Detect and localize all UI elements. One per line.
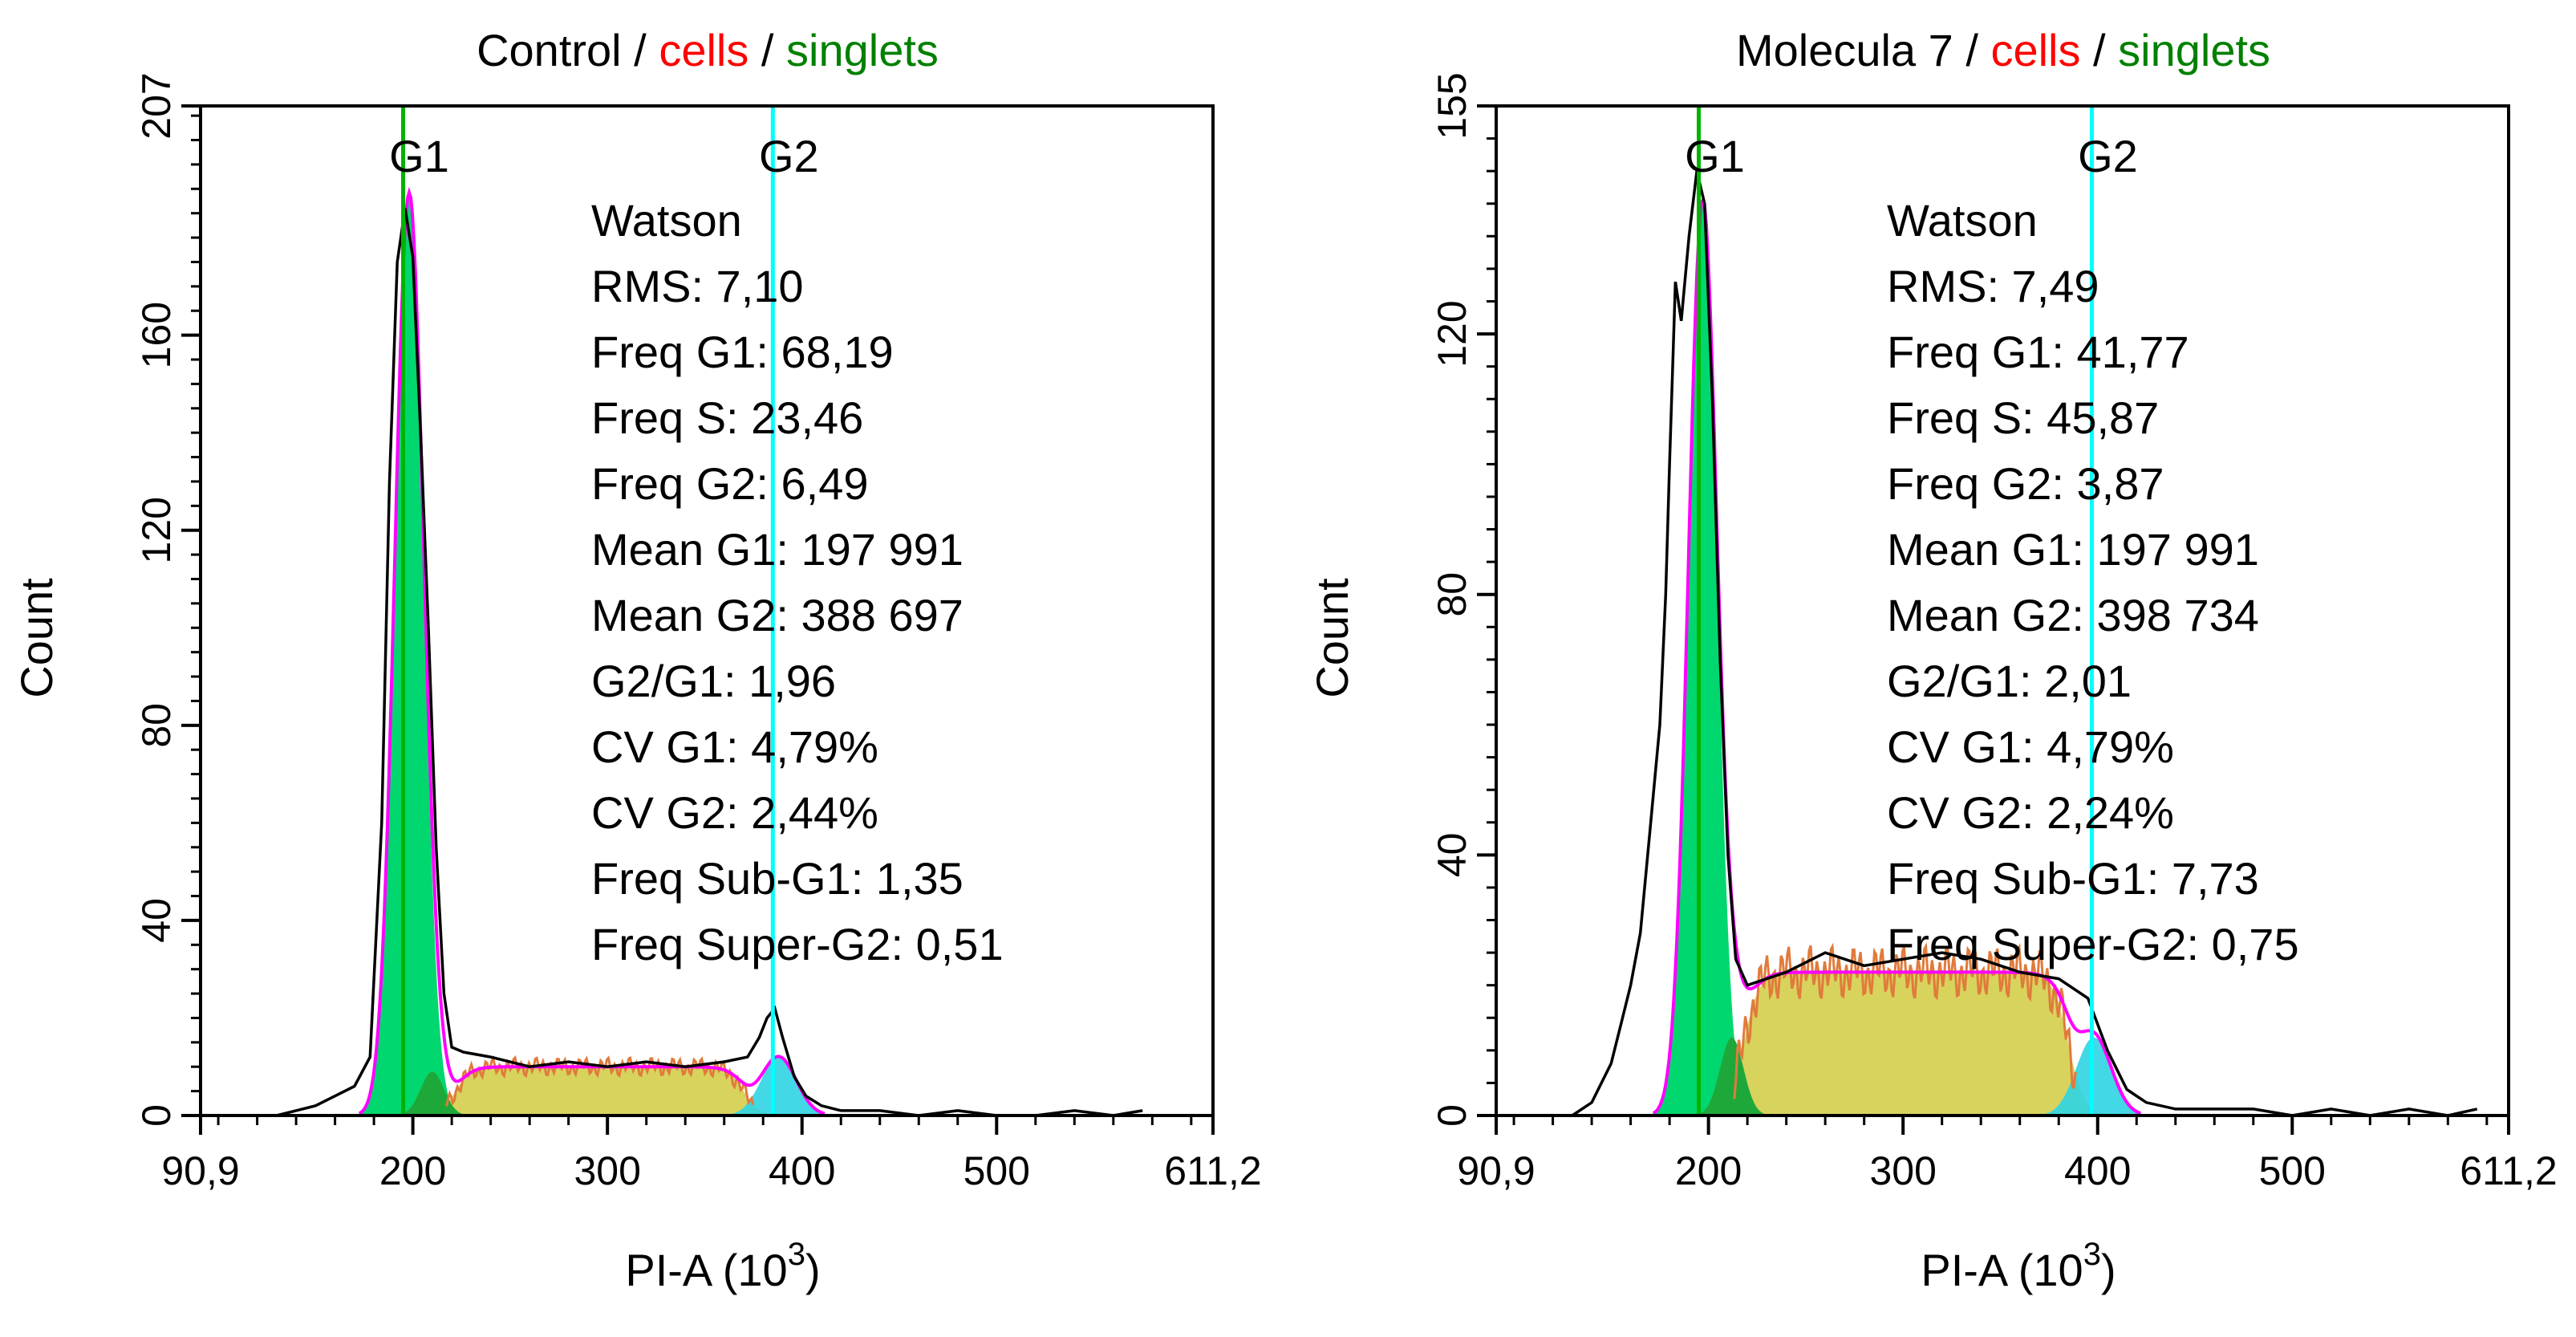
stats-line: CV G1: 4,79% (1887, 721, 2174, 772)
chart-title: Control / cells / singlets (477, 25, 939, 75)
y-tick-label: 40 (1430, 833, 1475, 878)
stats-line: RMS: 7,49 (1887, 261, 2099, 311)
title-part: singlets (2118, 25, 2270, 75)
stats-line: Freq G2: 3,87 (1887, 458, 2164, 509)
stats-line: Mean G2: 398 734 (1887, 590, 2259, 640)
title-part: / (1953, 25, 1991, 75)
title-part: / (622, 25, 659, 75)
chart-panel-1: Control / cells / singlets G1 G2 0 40 80 120 16… (11, 25, 1262, 1295)
x-axis-label-unit: (10 (2018, 1245, 2083, 1295)
stats-line: Freq G2: 6,49 (591, 458, 869, 509)
marker-label-g2: G2 (759, 131, 819, 181)
stats-line: Watson (591, 195, 742, 246)
y-tick-label: 0 (1430, 1104, 1475, 1127)
stats-line: Freq Sub-G1: 7,73 (1887, 853, 2259, 904)
stats-line: Freq G1: 68,19 (591, 327, 894, 377)
stats-line: RMS: 7,10 (591, 261, 804, 311)
y-tick-label: 160 (134, 302, 179, 368)
x-axis-label-name: PI-A (1921, 1245, 2018, 1295)
x-tick-label: 300 (574, 1148, 640, 1193)
stats-line: Freq Sub-G1: 1,35 (591, 853, 963, 904)
x-axis-label-close: ) (2101, 1245, 2116, 1295)
y-axis-label: Count (1307, 578, 1357, 698)
marker-label-g2: G2 (2078, 131, 2138, 181)
x-tick-label: 500 (2259, 1148, 2326, 1193)
x-axis-label-close: ) (805, 1245, 821, 1295)
stats-line: CV G1: 4,79% (591, 721, 878, 772)
s-phase-fit-line (1733, 942, 2078, 1099)
x-axis-label-name: PI-A (625, 1245, 722, 1295)
x-tick-label: 611,2 (2460, 1148, 2557, 1193)
y-tick-label: 207 (134, 72, 179, 139)
x-tick-label: 300 (1869, 1148, 1936, 1193)
y-axis-label: Count (11, 578, 62, 698)
y-tick-label: 40 (134, 898, 179, 943)
x-axis-label-exp: 3 (788, 1237, 805, 1272)
x-tick-label: 90,9 (1457, 1148, 1535, 1193)
x-axis-label-unit: (10 (723, 1245, 788, 1295)
plot-frame (1495, 104, 2510, 1117)
y-tick-label: 155 (1430, 72, 1475, 139)
g1-shoulder-area (1496, 1037, 2509, 1116)
title-part: cells (1990, 25, 2080, 75)
stats-line: Freq S: 45,87 (1887, 392, 2159, 443)
marker-label-g1: G1 (1685, 131, 1745, 181)
chart-title: Molecula 7 / cells / singlets (1736, 25, 2270, 75)
x-tick-label: 400 (2064, 1148, 2131, 1193)
x-tick-label: 200 (379, 1148, 446, 1193)
x-tick-label: 500 (963, 1148, 1030, 1193)
title-part: cells (659, 25, 748, 75)
s-phase-fit-line (445, 1055, 755, 1107)
stats-line: Mean G2: 388 697 (591, 590, 963, 640)
chart-panel-2: Molecula 7 / cells / singlets G1 G2 0 40 80 12… (1307, 25, 2558, 1295)
plot-frame (199, 104, 1215, 1117)
stats-line: Freq S: 23,46 (591, 392, 863, 443)
stats-line: Freq Super-G2: 0,75 (1887, 919, 2299, 969)
y-tick-label: 0 (134, 1104, 179, 1127)
s-phase-area (1496, 972, 2509, 1116)
x-axis-label: PI-A (103) (625, 1237, 820, 1295)
y-tick-label: 120 (1430, 300, 1475, 367)
title-part: Control (477, 25, 622, 75)
y-tick-label: 80 (1430, 572, 1475, 617)
title-part: / (748, 25, 786, 75)
stats-line: Mean G1: 197 991 (591, 524, 963, 575)
x-tick-label: 611,2 (1164, 1148, 1261, 1193)
raw-histogram-line (1571, 170, 2478, 1117)
raw-histogram-line (276, 208, 1143, 1117)
stats-line: Watson (1887, 195, 2038, 246)
model-envelope-line (358, 186, 826, 1116)
stats-line: CV G2: 2,44% (591, 787, 878, 838)
x-tick-label: 200 (1675, 1148, 1742, 1193)
stats-line: Freq G1: 41,77 (1887, 327, 2189, 377)
x-axis-label-exp: 3 (2083, 1237, 2101, 1272)
x-tick-label: 400 (769, 1148, 835, 1193)
marker-label-g1: G1 (389, 131, 449, 181)
stats-line: Mean G1: 197 991 (1887, 524, 2259, 575)
title-part: Molecula 7 (1736, 25, 1953, 75)
x-tick-label: 90,9 (161, 1148, 239, 1193)
s-phase-area (201, 1067, 1213, 1116)
stats-line: CV G2: 2,24% (1887, 787, 2174, 838)
x-axis-label: PI-A (103) (1921, 1237, 2116, 1295)
y-tick-label: 80 (134, 703, 179, 748)
stats-line: G2/G1: 2,01 (1887, 656, 2132, 706)
y-tick-label: 120 (134, 497, 179, 563)
title-part: / (2080, 25, 2118, 75)
stats-line: Freq Super-G2: 0,51 (591, 919, 1004, 969)
title-part: singlets (786, 25, 939, 75)
stats-line: G2/G1: 1,96 (591, 656, 836, 706)
